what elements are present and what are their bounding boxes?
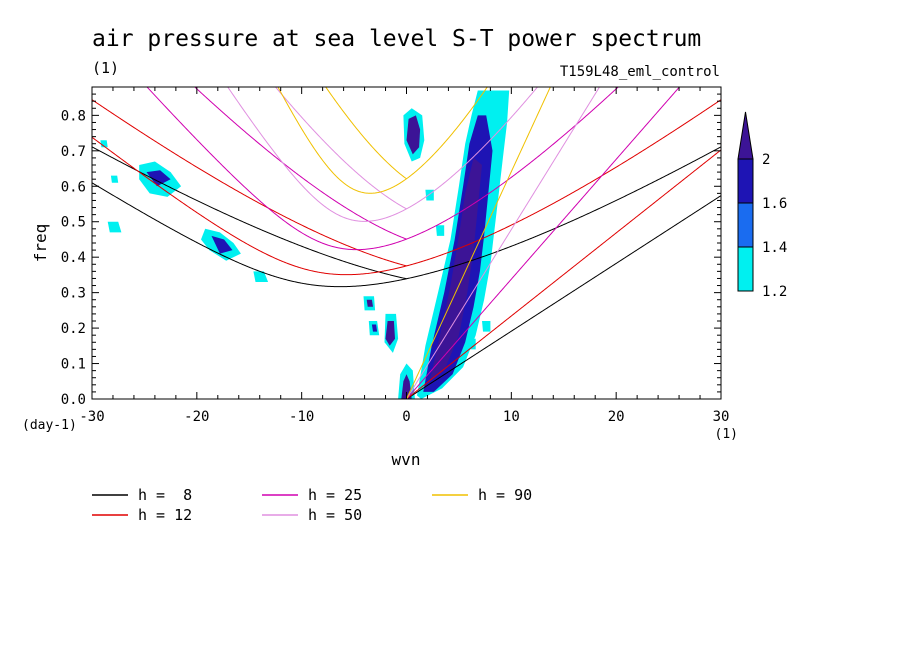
x-tick-label: 30 xyxy=(713,409,730,425)
x-units-label: (1) xyxy=(715,427,738,442)
curve-h90-inertia-gravity xyxy=(277,87,488,194)
shaded-region-23 xyxy=(100,140,108,148)
shaded-region-8 xyxy=(211,235,233,254)
y-units-label: (day-1) xyxy=(22,418,77,433)
curve-h8-inertia-gravity xyxy=(92,146,721,288)
shaded-region-18 xyxy=(371,324,378,332)
colorbar-swatch xyxy=(737,158,754,204)
colorbar: 1.2 1.4 1.6 2 xyxy=(737,111,787,300)
curve-h50-inertia-gravity xyxy=(227,87,539,222)
y-tick-label: 0.4 xyxy=(61,250,86,266)
curve-h12-inertia-gravity xyxy=(92,99,721,276)
curve-h8-rossby xyxy=(92,146,407,280)
x-tick-label: 0 xyxy=(402,409,410,425)
shaded-region-22 xyxy=(435,225,445,236)
curve-h50-rossby xyxy=(274,87,407,210)
colorbar-triangle xyxy=(737,111,754,160)
legend-label-h25: h = 25 xyxy=(308,486,362,504)
legend-label-h90: h = 90 xyxy=(478,486,532,504)
x-axis: -30 -20 -10 0 10 20 30 xyxy=(79,87,729,425)
y-tick-label: 0.5 xyxy=(61,215,86,231)
colorbar-swatch xyxy=(737,246,754,292)
shaded-region-12 xyxy=(406,115,421,155)
y-axis: 0.0 0.1 0.2 0.3 0.4 0.5 0.6 0.7 0.8 xyxy=(61,86,721,408)
curve-h25-kelvin xyxy=(406,87,681,399)
shaded-region-2 xyxy=(429,157,482,382)
y-tick-label: 0.7 xyxy=(61,144,86,160)
x-tick-label: -30 xyxy=(79,409,104,425)
legend-label-h12: h = 12 xyxy=(138,506,192,524)
curve-h90-rossby xyxy=(325,87,407,180)
colorbar-swatch xyxy=(737,202,754,248)
curve-h12-kelvin xyxy=(406,149,721,399)
colorbar-label: 1.4 xyxy=(762,240,787,256)
curve-h25-rossby xyxy=(194,87,407,240)
colorbar-label: 2 xyxy=(762,152,770,168)
shaded-regions xyxy=(100,90,510,399)
shaded-region-21 xyxy=(425,189,434,201)
legend: h = 8 h = 12 h = 25 h = 50 h = 90 xyxy=(92,486,532,524)
curve-h8-kelvin xyxy=(406,195,721,399)
x-tick-label: -10 xyxy=(289,409,314,425)
shaded-region-9 xyxy=(253,271,269,282)
legend-label-h8: h = 8 xyxy=(138,486,192,504)
shaded-region-16 xyxy=(385,321,395,346)
shaded-region-10 xyxy=(107,221,122,233)
x-axis-label: wvn xyxy=(392,450,421,469)
shaded-region-24 xyxy=(110,175,119,183)
x-tick-label: 10 xyxy=(503,409,520,425)
x-tick-label: 20 xyxy=(608,409,625,425)
y-tick-label: 0.8 xyxy=(61,108,86,124)
curve-h12-rossby xyxy=(92,99,407,267)
curve-h50-kelvin xyxy=(406,87,601,399)
y-tick-label: 0.2 xyxy=(61,321,86,337)
y-tick-label: 0.1 xyxy=(61,357,86,373)
chart-title: air pressure at sea level S-T power spec… xyxy=(92,26,701,52)
colorbar-label: 1.6 xyxy=(762,196,787,212)
curve-h90-kelvin xyxy=(406,87,551,399)
chart-subtitle: T159L48_eml_control xyxy=(560,64,720,80)
y-axis-label: freq xyxy=(31,224,50,263)
y-tick-label: 0.3 xyxy=(61,286,86,302)
y-tick-label: 0.6 xyxy=(61,179,86,195)
shaded-region-14 xyxy=(366,299,373,307)
y-tick-label: 0.0 xyxy=(61,392,86,408)
colorbar-label: 1.2 xyxy=(762,284,787,300)
shaded-region-20 xyxy=(482,321,491,332)
shaded-region-19 xyxy=(467,338,476,350)
shaded-region-6 xyxy=(146,170,171,187)
dispersion-curves xyxy=(92,87,721,399)
title-units: (1) xyxy=(92,59,119,77)
legend-label-h50: h = 50 xyxy=(308,506,362,524)
x-tick-label: -20 xyxy=(184,409,209,425)
